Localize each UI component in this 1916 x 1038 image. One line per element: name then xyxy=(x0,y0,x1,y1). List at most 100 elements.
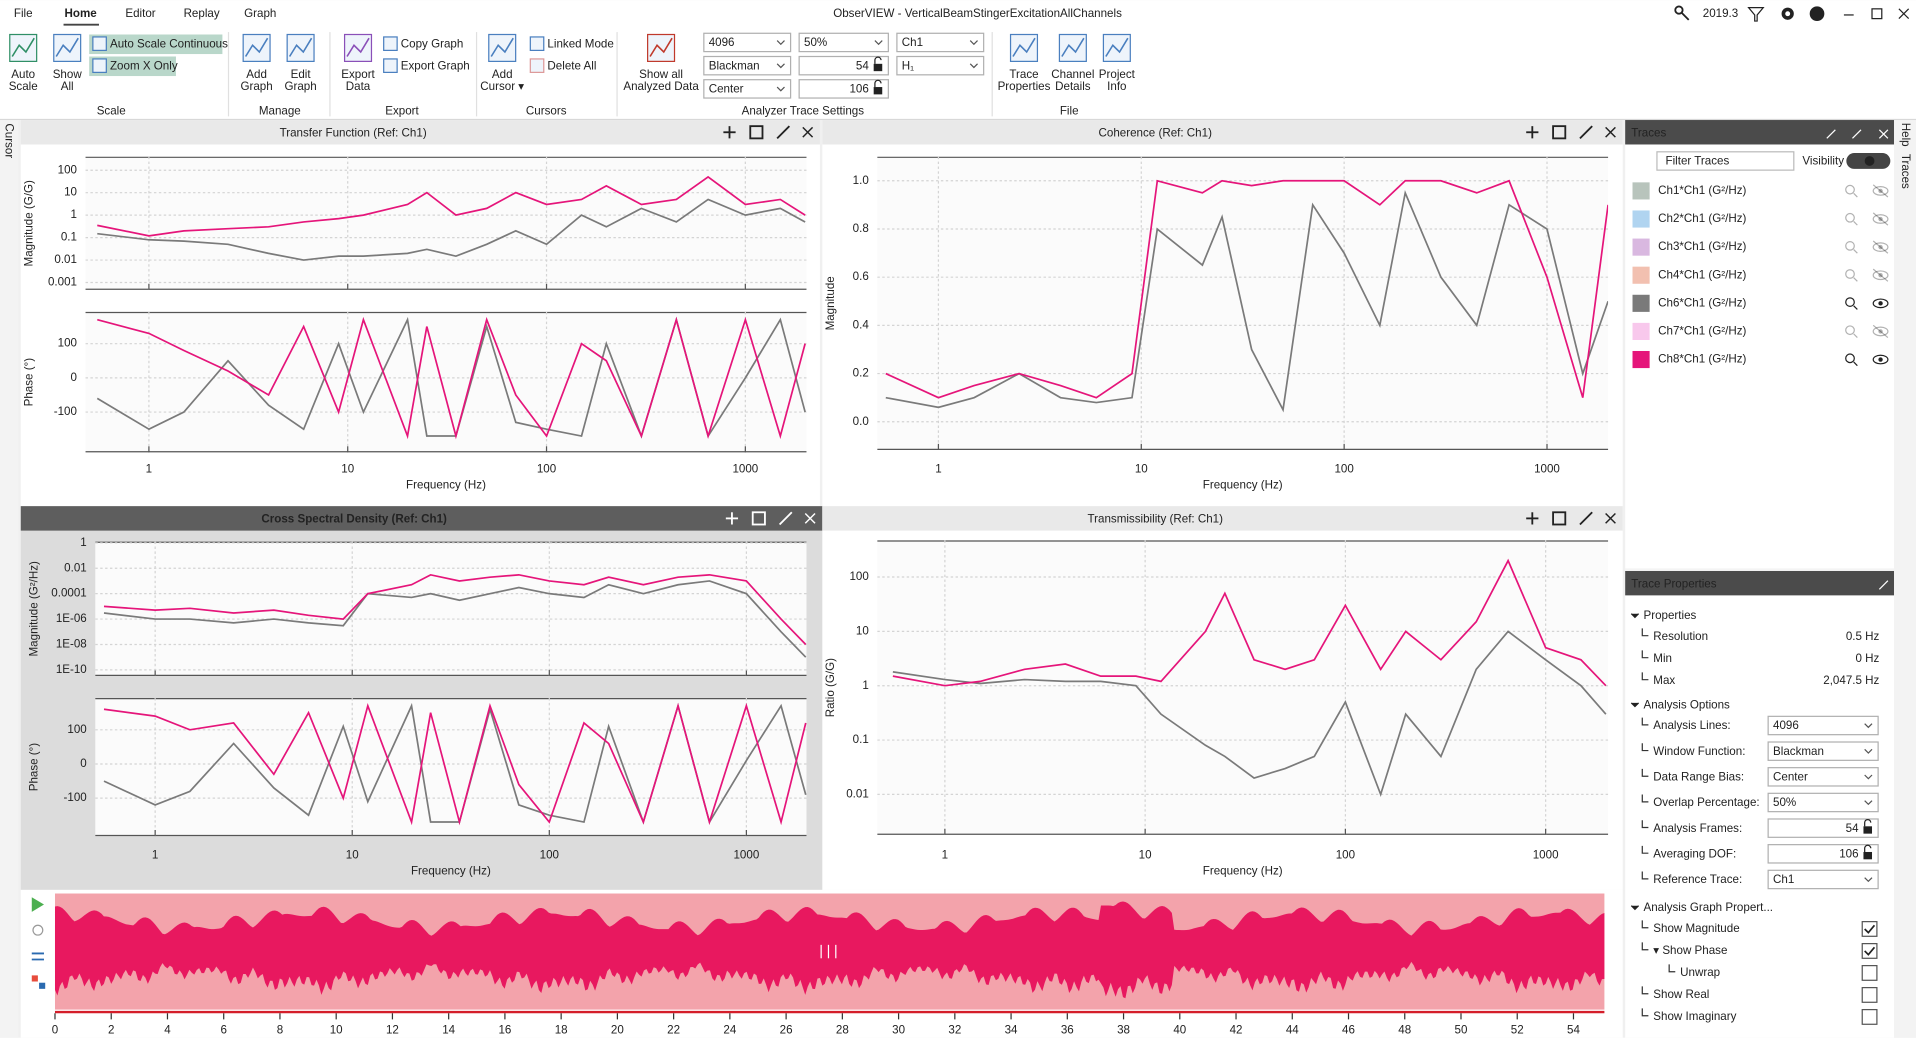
eye-icon[interactable] xyxy=(1872,242,1889,253)
checkmark[interactable] xyxy=(1864,924,1876,934)
button-label[interactable]: Delete All xyxy=(547,59,596,72)
expander[interactable] xyxy=(1630,702,1640,708)
filter-icon[interactable] xyxy=(1747,7,1765,22)
zoom-icon[interactable] xyxy=(1845,353,1855,364)
button-label[interactable]: Info xyxy=(1107,80,1126,93)
button-label[interactable]: Project xyxy=(1099,68,1136,81)
button-label[interactable]: Add xyxy=(492,68,513,81)
lock-icon xyxy=(1863,851,1873,860)
side-tab[interactable]: Traces xyxy=(1899,154,1912,189)
help-icon[interactable] xyxy=(1809,6,1825,22)
loop-button[interactable] xyxy=(32,924,44,936)
y-axis-label: Ratio (G/G) xyxy=(824,658,837,717)
menu-item[interactable]: Graph xyxy=(244,7,276,20)
zoom-icon[interactable] xyxy=(1845,269,1855,279)
field-value[interactable]: Center xyxy=(1773,771,1808,784)
expander[interactable] xyxy=(1630,905,1640,911)
button-label[interactable]: Scale xyxy=(9,80,38,93)
button-label[interactable]: Zoom X Only xyxy=(110,59,178,72)
trace-name[interactable]: Ch8*Ch1 (G²/Hz) xyxy=(1658,353,1746,366)
side-tab[interactable]: Help xyxy=(1899,123,1912,147)
zoom-icon[interactable] xyxy=(1845,241,1855,251)
menu-item[interactable]: File xyxy=(14,7,33,20)
button-label[interactable]: All xyxy=(61,80,74,93)
field-value[interactable]: 4096 xyxy=(709,36,735,49)
button-label[interactable]: Show xyxy=(53,68,83,81)
trace-name[interactable]: Ch1*Ch1 (G²/Hz) xyxy=(1658,184,1746,197)
eye-icon[interactable] xyxy=(1872,214,1889,224)
graph-title: Coherence (Ref: Ch1) xyxy=(1099,127,1213,140)
button-label[interactable]: Add xyxy=(246,68,267,81)
trace-name[interactable]: Ch7*Ch1 (G²/Hz) xyxy=(1658,324,1746,337)
eye-icon[interactable] xyxy=(1872,326,1889,337)
lock-icon xyxy=(873,87,883,95)
menu-item[interactable]: Home xyxy=(65,7,98,20)
field-value[interactable]: 4096 xyxy=(1773,719,1799,732)
maximize-button xyxy=(778,511,793,526)
button-label[interactable]: Graph xyxy=(284,80,316,93)
x-axis-label: Frequency (Hz) xyxy=(1203,865,1283,878)
button-label[interactable]: Export Graph xyxy=(401,59,470,72)
field-value[interactable]: Ch1 xyxy=(1773,873,1794,886)
button-label[interactable]: Copy Graph xyxy=(401,37,464,50)
zoom-icon[interactable] xyxy=(1845,325,1855,336)
button-label[interactable]: Properties xyxy=(998,80,1051,93)
dropdown-arrow xyxy=(1864,748,1873,754)
x-tick-label: 1 xyxy=(152,849,158,862)
zoom-icon[interactable] xyxy=(1845,212,1855,223)
dropdown xyxy=(703,32,792,53)
eye-icon[interactable] xyxy=(1872,354,1889,365)
trace-name[interactable]: Ch4*Ch1 (G²/Hz) xyxy=(1658,268,1746,281)
property-label: Averaging DOF: xyxy=(1653,847,1736,860)
button-label[interactable]: Show all xyxy=(639,68,683,81)
x-tick-label: 1000 xyxy=(733,849,759,862)
play-button[interactable] xyxy=(31,897,44,912)
trace-name[interactable]: Ch6*Ch1 (G²/Hz) xyxy=(1658,296,1746,309)
button-label[interactable]: Auto xyxy=(11,68,35,81)
field-value[interactable]: Ch1 xyxy=(902,36,923,49)
button-label[interactable]: Auto Scale Continuous xyxy=(110,37,228,50)
button-label[interactable]: Analyzed Data xyxy=(623,80,699,93)
field-value[interactable]: Blackman xyxy=(1773,745,1824,758)
field-value[interactable]: 54 xyxy=(856,59,869,72)
zoom-icon[interactable] xyxy=(1845,297,1855,307)
property-label: ▾ Show Phase xyxy=(1653,944,1727,957)
eye-icon[interactable] xyxy=(1872,298,1889,309)
tree-line xyxy=(1668,964,1676,973)
field-value[interactable]: H₁ xyxy=(902,59,914,72)
button-label[interactable]: Cursor ▾ xyxy=(480,80,524,93)
button-label[interactable]: Edit xyxy=(291,68,312,81)
menu-item[interactable]: Replay xyxy=(184,7,220,20)
field-value[interactable]: Center xyxy=(709,83,744,96)
field-value[interactable]: 106 xyxy=(1839,847,1858,860)
x-tick-label: 8 xyxy=(277,1023,283,1036)
eye-icon[interactable] xyxy=(1872,186,1889,196)
field-value[interactable]: 50% xyxy=(1773,796,1796,809)
menu-item[interactable]: Editor xyxy=(125,7,155,20)
button-label[interactable]: Trace xyxy=(1009,68,1038,81)
button-label[interactable]: Data xyxy=(346,80,371,93)
field-value[interactable]: Blackman xyxy=(709,59,760,72)
close-button xyxy=(1898,8,1910,20)
side-tab[interactable]: Cursor xyxy=(2,123,15,158)
checkmark[interactable] xyxy=(1864,946,1876,956)
field-value[interactable]: 50% xyxy=(804,36,827,49)
button-label[interactable]: Linked Mode xyxy=(547,37,613,50)
expander[interactable] xyxy=(1630,613,1640,619)
zoom-icon[interactable] xyxy=(1845,184,1855,195)
sync-button[interactable] xyxy=(31,952,44,961)
key-icon[interactable] xyxy=(1674,5,1684,15)
filter-placeholder[interactable]: Filter Traces xyxy=(1666,155,1730,168)
trace-swatch xyxy=(1632,182,1650,200)
trace-name[interactable]: Ch2*Ch1 (G²/Hz) xyxy=(1658,212,1746,225)
button-label[interactable]: Details xyxy=(1055,80,1091,93)
field-value[interactable]: 54 xyxy=(1846,822,1859,835)
button-label[interactable]: Channel xyxy=(1051,68,1094,81)
toggle-knob[interactable] xyxy=(1864,156,1875,166)
button-label[interactable]: Export xyxy=(341,68,375,81)
trace-name[interactable]: Ch3*Ch1 (G²/Hz) xyxy=(1658,240,1746,253)
eye-icon[interactable] xyxy=(1872,270,1889,281)
button-label[interactable]: Graph xyxy=(240,80,272,93)
field-value[interactable]: 106 xyxy=(849,83,868,96)
